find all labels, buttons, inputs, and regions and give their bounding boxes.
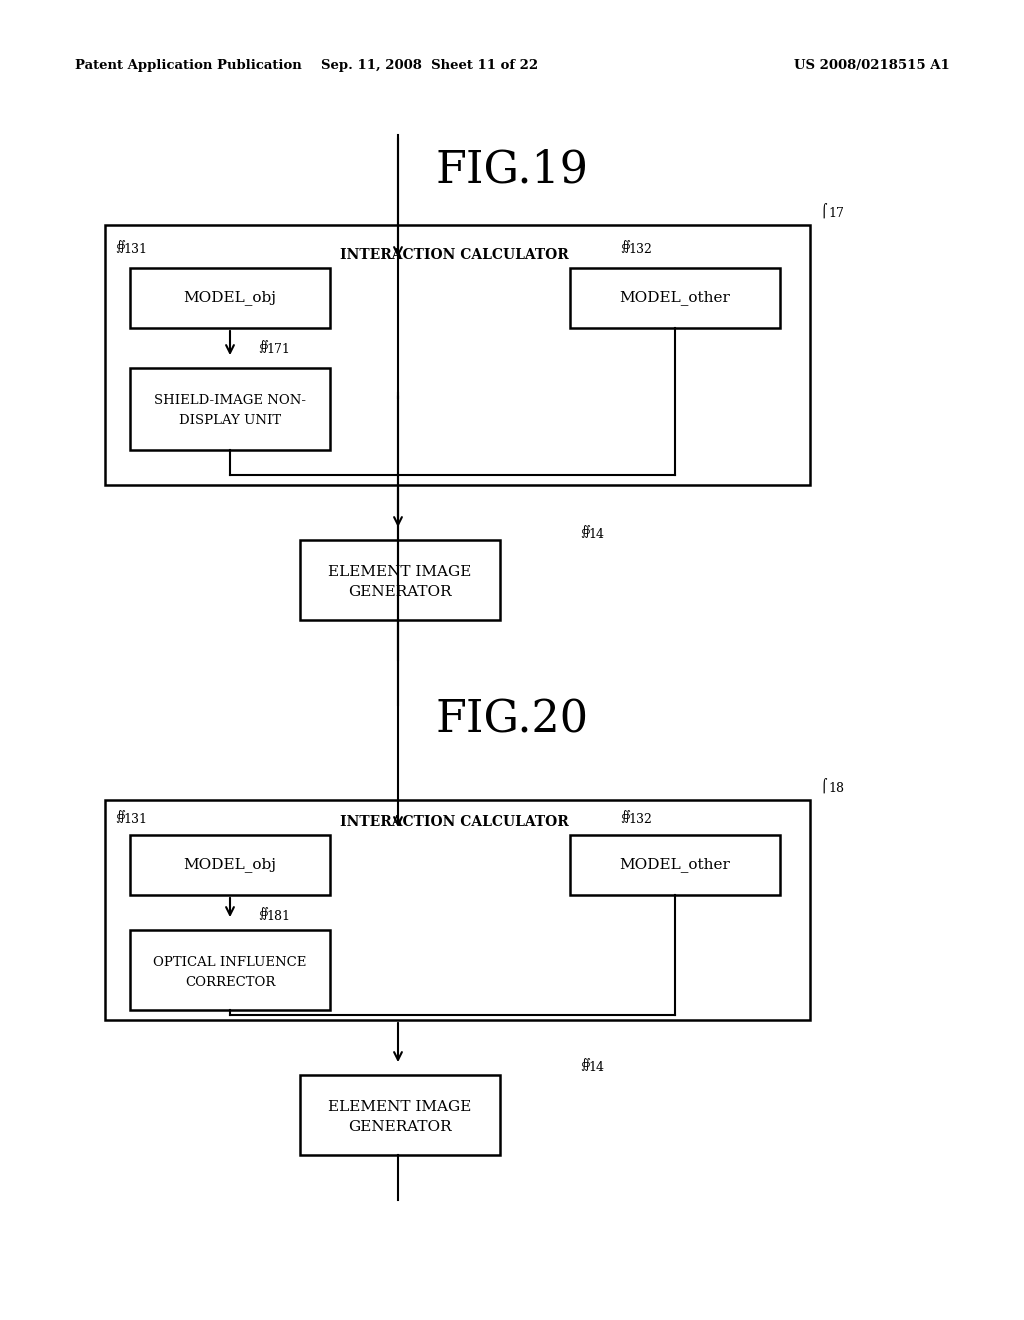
Text: ∯: ∯ xyxy=(115,810,125,822)
Text: 17: 17 xyxy=(828,207,844,220)
Text: FIG.20: FIG.20 xyxy=(435,698,589,742)
Text: 181: 181 xyxy=(266,909,290,923)
Text: 171: 171 xyxy=(266,343,290,356)
Bar xyxy=(105,224,810,484)
Bar xyxy=(300,540,500,620)
Text: ∯: ∯ xyxy=(258,907,268,920)
Bar xyxy=(130,931,330,1010)
Text: US 2008/0218515 A1: US 2008/0218515 A1 xyxy=(795,58,950,71)
Text: ELEMENT IMAGE: ELEMENT IMAGE xyxy=(329,565,472,579)
Text: ELEMENT IMAGE: ELEMENT IMAGE xyxy=(329,1100,472,1114)
Text: SHIELD-IMAGE NON-: SHIELD-IMAGE NON- xyxy=(154,395,306,408)
Text: FIG.19: FIG.19 xyxy=(435,148,589,191)
Text: ∯: ∯ xyxy=(115,240,125,253)
Text: MODEL_other: MODEL_other xyxy=(620,858,730,873)
Text: GENERATOR: GENERATOR xyxy=(348,1119,452,1134)
Text: MODEL_obj: MODEL_obj xyxy=(183,290,276,305)
Text: 14: 14 xyxy=(588,1061,604,1074)
Text: OPTICAL INFLUENCE: OPTICAL INFLUENCE xyxy=(154,956,306,969)
Text: INTERACTION CALCULATOR: INTERACTION CALCULATOR xyxy=(340,248,568,261)
Text: 131: 131 xyxy=(123,243,147,256)
Text: GENERATOR: GENERATOR xyxy=(348,585,452,599)
Text: 132: 132 xyxy=(628,813,652,826)
Text: ∯: ∯ xyxy=(258,341,268,352)
Text: 131: 131 xyxy=(123,813,147,826)
Bar xyxy=(300,1074,500,1155)
Bar xyxy=(130,836,330,895)
Text: Patent Application Publication: Patent Application Publication xyxy=(75,58,302,71)
Bar xyxy=(570,268,780,327)
Text: 14: 14 xyxy=(588,528,604,541)
Bar xyxy=(570,836,780,895)
Text: ∯: ∯ xyxy=(620,810,630,822)
Text: 18: 18 xyxy=(828,781,844,795)
Bar xyxy=(105,800,810,1020)
Text: Sep. 11, 2008  Sheet 11 of 22: Sep. 11, 2008 Sheet 11 of 22 xyxy=(322,58,539,71)
Text: ⌠: ⌠ xyxy=(820,202,826,218)
Bar xyxy=(130,368,330,450)
Text: INTERACTION CALCULATOR: INTERACTION CALCULATOR xyxy=(340,814,568,829)
Text: CORRECTOR: CORRECTOR xyxy=(184,975,275,989)
Text: MODEL_other: MODEL_other xyxy=(620,290,730,305)
Text: ∯: ∯ xyxy=(580,525,590,539)
Text: MODEL_obj: MODEL_obj xyxy=(183,858,276,873)
Bar xyxy=(130,268,330,327)
Text: ⌠: ⌠ xyxy=(820,777,826,793)
Text: DISPLAY UNIT: DISPLAY UNIT xyxy=(179,414,281,428)
Text: ∯: ∯ xyxy=(620,240,630,253)
Text: ∯: ∯ xyxy=(580,1059,590,1071)
Text: 132: 132 xyxy=(628,243,652,256)
